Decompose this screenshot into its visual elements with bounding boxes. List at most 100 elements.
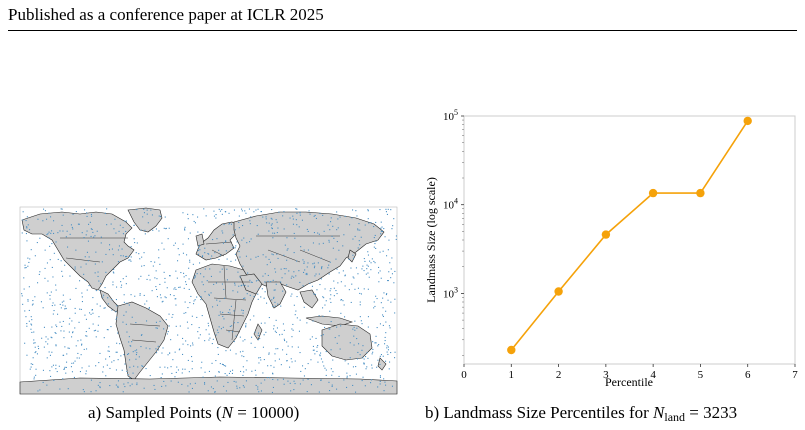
sampled-point: [55, 345, 57, 347]
sampled-point: [188, 267, 190, 269]
sampled-point: [202, 376, 204, 378]
sampled-point: [129, 385, 131, 387]
sampled-point: [190, 295, 192, 297]
sampled-point: [159, 320, 161, 322]
sampled-point: [250, 258, 252, 260]
sampled-point: [62, 320, 64, 322]
sampled-point: [265, 216, 267, 218]
sampled-point: [169, 352, 171, 354]
sampled-point: [391, 273, 393, 275]
sampled-point: [55, 332, 57, 334]
sampled-point: [59, 303, 61, 305]
sampled-point: [130, 294, 132, 296]
sampled-point: [83, 348, 85, 350]
sampled-point: [272, 254, 274, 256]
sampled-point: [317, 361, 319, 363]
sampled-point: [394, 270, 396, 272]
sampled-point: [145, 347, 147, 349]
sampled-point: [146, 320, 148, 322]
sampled-point: [116, 286, 118, 288]
sampled-point: [115, 369, 117, 371]
sampled-point: [245, 369, 247, 371]
sampled-point: [223, 365, 225, 367]
sampled-point: [392, 225, 394, 227]
sampled-point: [280, 268, 282, 270]
sampled-point: [94, 235, 96, 237]
sampled-point: [296, 296, 298, 298]
sampled-point: [269, 377, 271, 379]
sampled-point: [104, 212, 106, 214]
sampled-point: [27, 257, 29, 259]
sampled-point: [264, 379, 266, 381]
sampled-point: [183, 312, 185, 314]
sampled-point: [312, 349, 314, 351]
sampled-point: [32, 357, 34, 359]
sampled-point: [64, 366, 66, 368]
sampled-point: [322, 307, 324, 309]
sampled-point: [302, 285, 304, 287]
sampled-point: [353, 257, 355, 259]
sampled-point: [212, 306, 214, 308]
sampled-point: [191, 368, 193, 370]
sampled-point: [221, 283, 223, 285]
sampled-point: [23, 277, 25, 279]
sampled-point: [37, 218, 39, 220]
sampled-point: [123, 294, 125, 296]
sampled-point: [167, 331, 169, 333]
sampled-point: [375, 240, 377, 242]
sampled-point: [272, 279, 274, 281]
sampled-point: [62, 275, 64, 277]
sampled-point: [243, 386, 245, 388]
sampled-point: [235, 335, 237, 337]
sampled-point: [88, 365, 90, 367]
sampled-point: [330, 321, 332, 323]
sampled-point: [85, 331, 87, 333]
sampled-point: [359, 304, 361, 306]
sampled-point: [97, 330, 99, 332]
sampled-point: [253, 211, 255, 213]
sampled-point: [156, 278, 158, 280]
sampled-point: [237, 271, 239, 273]
sampled-point: [354, 288, 356, 290]
sampled-point: [81, 301, 83, 303]
sampled-point: [344, 275, 346, 277]
sampled-point: [224, 297, 226, 299]
sampled-point: [393, 218, 395, 220]
sampled-point: [106, 329, 108, 331]
sampled-point: [106, 364, 108, 366]
sampled-point: [192, 263, 194, 265]
sampled-point: [352, 276, 354, 278]
sampled-point: [225, 211, 227, 213]
sampled-point: [48, 231, 50, 233]
sampled-point: [84, 256, 86, 258]
sampled-point: [105, 358, 107, 360]
sampled-point: [379, 376, 381, 378]
sampled-point: [122, 227, 124, 229]
sampled-point: [233, 341, 235, 343]
sampled-point: [53, 379, 55, 381]
border-line: [129, 323, 161, 327]
sampled-point: [67, 347, 69, 349]
sampled-point: [242, 265, 244, 267]
sampled-point: [89, 221, 91, 223]
sampled-point: [135, 252, 137, 254]
sampled-point: [273, 328, 275, 330]
sampled-point: [351, 217, 353, 219]
sampled-point: [226, 279, 228, 281]
sampled-point: [389, 262, 391, 264]
sampled-point: [185, 283, 187, 285]
sampled-point: [242, 385, 244, 387]
sampled-point: [88, 285, 90, 287]
sampled-point: [151, 290, 153, 292]
sampled-point: [81, 292, 83, 294]
sampled-point: [363, 363, 365, 365]
sampled-point: [240, 285, 242, 287]
sampled-point: [48, 237, 50, 239]
sampled-point: [283, 329, 285, 331]
sampled-point: [379, 380, 381, 382]
sampled-point: [274, 305, 276, 307]
sampled-point: [275, 271, 277, 273]
sampled-point: [144, 229, 146, 231]
sampled-point: [44, 277, 46, 279]
